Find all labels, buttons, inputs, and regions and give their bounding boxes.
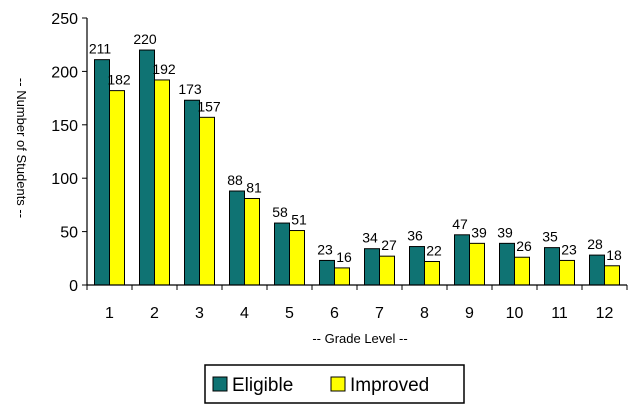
y-tick-label: 250	[51, 11, 78, 28]
bar-eligible-2	[139, 49, 155, 286]
data-label-eligible: 23	[317, 241, 333, 257]
data-label-eligible: 39	[497, 224, 513, 240]
data-label-eligible: 173	[178, 81, 202, 97]
bar-improved-9	[469, 242, 485, 286]
data-label-improved: 39	[471, 224, 487, 240]
data-label-eligible: 36	[407, 228, 423, 244]
data-label-eligible: 58	[272, 204, 288, 220]
x-tick-label: 10	[506, 305, 524, 322]
data-label-improved: 27	[381, 237, 397, 253]
bar-eligible-11	[544, 247, 560, 286]
bar-eligible-7	[364, 248, 380, 286]
x-tick-label: 12	[596, 305, 614, 322]
x-tick-label: 11	[551, 305, 568, 322]
y-axis-title: -- Number of Students --	[14, 78, 29, 218]
data-label-improved: 157	[197, 98, 221, 114]
data-label-eligible: 220	[133, 31, 157, 47]
bar-improved-11	[559, 259, 575, 286]
bar-eligible-8	[409, 246, 425, 286]
bar-eligible-1	[94, 59, 110, 286]
data-label-improved: 23	[561, 241, 577, 257]
bar-improved-12	[604, 265, 620, 286]
x-tick-label: 3	[195, 305, 204, 322]
data-label-eligible: 47	[452, 216, 468, 232]
bar-eligible-4	[229, 190, 245, 286]
bar-improved-5	[289, 230, 305, 286]
bar-eligible-3	[184, 99, 200, 286]
bar-eligible-6	[319, 259, 335, 286]
y-tick-label: 200	[51, 64, 78, 81]
bar-improved-6	[334, 267, 350, 286]
legend-label-improved: Improved	[350, 375, 429, 396]
bar-improved-8	[424, 261, 440, 286]
data-label-improved: 81	[246, 179, 262, 195]
bar-improved-4	[244, 197, 260, 286]
data-label-improved: 51	[291, 212, 307, 228]
bar-eligible-12	[589, 254, 605, 286]
x-tick-label: 4	[240, 305, 249, 322]
x-tick-label: 5	[285, 305, 294, 322]
x-tick-label: 9	[465, 305, 474, 322]
data-label-eligible: 211	[89, 41, 112, 57]
bar-improved-2	[154, 79, 170, 286]
data-label-eligible: 34	[362, 230, 378, 246]
data-label-improved: 192	[152, 61, 176, 77]
legend-label-eligible: Eligible	[232, 375, 293, 396]
x-tick-label: 8	[420, 305, 429, 322]
bar-improved-7	[379, 255, 395, 286]
x-tick-label: 6	[330, 305, 339, 322]
y-tick-label: 50	[60, 225, 78, 242]
data-label-eligible: 88	[227, 172, 243, 188]
legend-box	[204, 364, 465, 404]
bar-eligible-5	[274, 222, 290, 286]
bar-improved-1	[109, 90, 125, 286]
data-label-eligible: 35	[542, 229, 558, 245]
data-label-improved: 182	[107, 72, 131, 88]
data-label-improved: 26	[516, 238, 532, 254]
data-label-improved: 16	[336, 249, 352, 265]
legend-swatch-improved	[330, 376, 346, 392]
x-tick-label: 2	[150, 305, 159, 322]
y-tick-label: 150	[51, 118, 78, 135]
legend-swatch-eligible	[212, 376, 228, 392]
x-axis-title: -- Grade Level --	[312, 331, 407, 346]
data-label-improved: 18	[606, 247, 622, 263]
bar-eligible-9	[454, 234, 470, 286]
x-tick-label: 7	[375, 305, 384, 322]
x-tick-label: 1	[105, 305, 114, 322]
bar-improved-3	[199, 116, 215, 286]
data-label-eligible: 28	[587, 236, 603, 252]
y-tick-label: 0	[69, 278, 78, 295]
data-label-improved: 22	[426, 243, 442, 259]
bar-improved-10	[514, 256, 530, 286]
legend: Eligible Improved	[204, 364, 465, 404]
y-tick-label: 100	[51, 171, 78, 188]
bar-eligible-10	[499, 242, 515, 286]
